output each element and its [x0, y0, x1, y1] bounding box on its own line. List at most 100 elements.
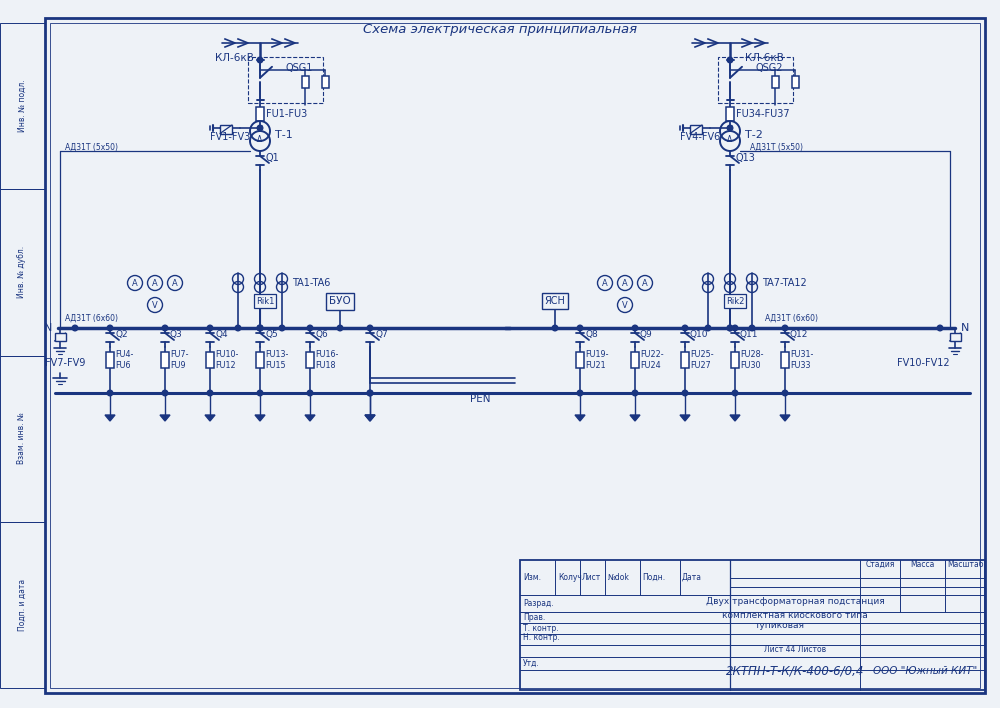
Text: Инв. № дубл.: Инв. № дубл.: [18, 246, 26, 299]
Bar: [718, 57, 793, 103]
Text: Q2: Q2: [115, 331, 128, 340]
Text: Q9: Q9: [640, 331, 653, 340]
Text: FU19-
FU21: FU19- FU21: [585, 350, 608, 370]
Text: FU7-
FU9: FU7- FU9: [170, 350, 188, 370]
Polygon shape: [630, 415, 640, 421]
Circle shape: [632, 390, 638, 396]
Text: АД31Т (5х50): АД31Т (5х50): [65, 142, 118, 152]
Bar: [772, 76, 778, 88]
Bar: [726, 107, 734, 121]
Text: FU16-
FU18: FU16- FU18: [315, 350, 338, 370]
Text: FU31-
FU33: FU31- FU33: [790, 350, 813, 370]
Text: АД31Т (6х60): АД31Т (6х60): [765, 314, 818, 323]
Text: ООО "Южный КИТ": ООО "Южный КИТ": [873, 666, 977, 675]
Text: тупиковая: тупиковая: [755, 620, 805, 629]
Text: Лист 44 Листов: Лист 44 Листов: [764, 644, 826, 653]
Circle shape: [257, 390, 263, 396]
Circle shape: [162, 390, 168, 396]
Circle shape: [162, 325, 168, 331]
Text: Инв. № подл.: Инв. № подл.: [18, 80, 26, 132]
Polygon shape: [730, 415, 740, 421]
Circle shape: [257, 125, 263, 131]
Text: Подп. и дата: Подп. и дата: [18, 579, 26, 631]
Text: Т-2: Т-2: [745, 130, 763, 140]
Text: Н. контр.: Н. контр.: [523, 634, 560, 642]
Text: FU10-
FU12: FU10- FU12: [215, 350, 238, 370]
Text: АД31Т (5х50): АД31Т (5х50): [750, 142, 803, 152]
Bar: [520, 560, 985, 690]
Text: Т-1: Т-1: [275, 130, 293, 140]
Bar: [256, 352, 264, 368]
Text: Разрад.: Разрад.: [523, 599, 554, 608]
Circle shape: [107, 325, 113, 331]
Circle shape: [682, 325, 688, 331]
Text: A: A: [602, 278, 608, 287]
Text: Q6: Q6: [315, 331, 328, 340]
Text: FU4-
FU6: FU4- FU6: [115, 350, 133, 370]
Circle shape: [307, 325, 313, 331]
Circle shape: [782, 325, 788, 331]
Text: FU1-FU3: FU1-FU3: [266, 109, 307, 119]
Text: Q4: Q4: [215, 331, 228, 340]
Circle shape: [782, 390, 788, 396]
Bar: [326, 292, 354, 309]
Text: V: V: [152, 300, 158, 309]
Text: Δ: Δ: [257, 135, 263, 144]
Circle shape: [732, 390, 738, 396]
Circle shape: [727, 325, 733, 331]
Text: Масса: Масса: [910, 560, 934, 569]
Circle shape: [235, 325, 241, 331]
Circle shape: [552, 325, 558, 331]
Text: Q10: Q10: [690, 331, 708, 340]
Text: Т. контр.: Т. контр.: [523, 624, 559, 633]
Text: Утд.: Утд.: [523, 659, 540, 668]
Polygon shape: [255, 415, 265, 421]
Text: A: A: [622, 278, 628, 287]
Circle shape: [577, 390, 583, 396]
Bar: [302, 76, 308, 88]
Text: Изм.: Изм.: [523, 573, 541, 582]
Circle shape: [257, 57, 263, 63]
Text: Дата: Дата: [682, 573, 702, 582]
Text: FV10-FV12: FV10-FV12: [897, 358, 950, 368]
Bar: [690, 125, 702, 134]
Bar: [306, 352, 314, 368]
Text: Лист: Лист: [582, 573, 601, 582]
Text: Прав.: Прав.: [523, 613, 545, 622]
Text: FU34-FU37: FU34-FU37: [736, 109, 790, 119]
Text: N: N: [44, 323, 52, 333]
Circle shape: [367, 390, 373, 396]
Text: Q12: Q12: [790, 331, 808, 340]
Bar: [950, 333, 960, 341]
Text: Y: Y: [728, 125, 732, 135]
Text: 2КТПН-Т-К/К-400-6/0,4: 2КТПН-Т-К/К-400-6/0,4: [726, 664, 864, 677]
Text: FU25-
FU27: FU25- FU27: [690, 350, 714, 370]
Circle shape: [577, 325, 583, 331]
Text: Rik1: Rik1: [256, 297, 274, 305]
Circle shape: [72, 325, 78, 331]
Text: Q3: Q3: [170, 331, 183, 340]
Text: QSG1: QSG1: [285, 63, 312, 73]
Text: Q8: Q8: [585, 331, 598, 340]
Bar: [681, 352, 689, 368]
Circle shape: [632, 325, 638, 331]
Text: A: A: [172, 278, 178, 287]
Text: Стадия: Стадия: [865, 560, 895, 569]
Text: TA7-TA12: TA7-TA12: [762, 278, 807, 288]
Bar: [54, 333, 66, 341]
Text: Взам. инв. №: Взам. инв. №: [18, 413, 26, 464]
Circle shape: [705, 325, 711, 331]
Text: ЯСН: ЯСН: [545, 296, 565, 306]
Bar: [322, 76, 328, 88]
Text: PEN: PEN: [470, 394, 490, 404]
Bar: [576, 352, 584, 368]
Text: Q5: Q5: [265, 331, 278, 340]
Circle shape: [279, 325, 285, 331]
Text: FU28-
FU30: FU28- FU30: [740, 350, 764, 370]
Bar: [161, 352, 169, 368]
Text: FV1-FV3: FV1-FV3: [210, 132, 250, 142]
Circle shape: [257, 325, 263, 331]
Circle shape: [257, 325, 263, 331]
Polygon shape: [160, 415, 170, 421]
Circle shape: [732, 325, 738, 331]
